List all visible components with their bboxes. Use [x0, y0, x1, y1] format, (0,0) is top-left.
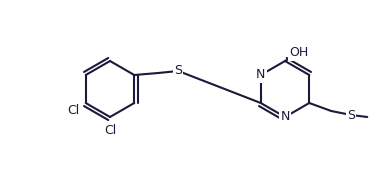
Text: N: N	[256, 68, 265, 81]
Text: S: S	[174, 64, 182, 77]
Text: OH: OH	[290, 46, 309, 60]
Text: Cl: Cl	[67, 104, 80, 116]
Text: N: N	[280, 111, 290, 123]
Text: Cl: Cl	[104, 125, 116, 138]
Text: S: S	[347, 108, 355, 122]
